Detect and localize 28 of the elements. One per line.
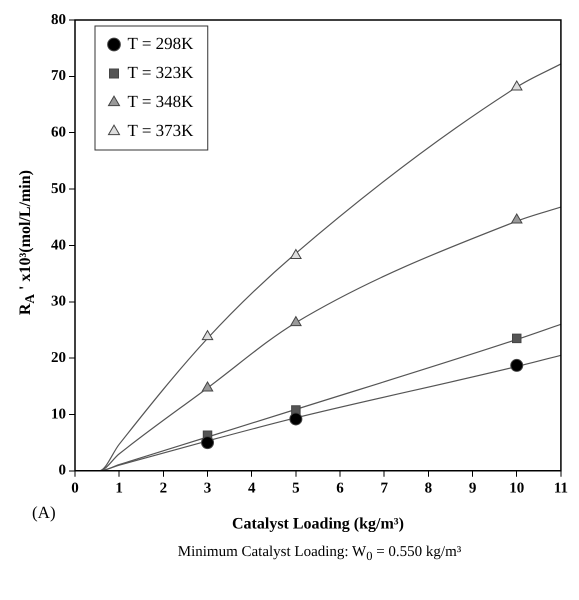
y-tick-label: 10 (51, 406, 66, 422)
y-tick-label: 70 (51, 68, 66, 84)
x-tick-label: 4 (248, 480, 256, 497)
x-tick-label: 1 (115, 480, 123, 497)
x-tick-label: 6 (336, 480, 344, 497)
x-tick-label: 9 (468, 480, 476, 497)
y-tick-label: 0 (58, 462, 66, 479)
legend-label: T = 298K (128, 34, 194, 53)
legend-label: T = 323K (128, 62, 194, 82)
y-tick-label: 40 (51, 237, 66, 254)
x-tick-label: 0 (71, 480, 79, 497)
x-tick-label: 10 (509, 480, 524, 497)
y-tick-label: 80 (51, 12, 66, 28)
x-axis-title: Catalyst Loading (kg/m³) (232, 516, 404, 533)
y-tick-label: 50 (51, 180, 66, 197)
x-tick-label: 7 (380, 480, 388, 497)
x-tick-label: 5 (292, 480, 300, 497)
y-tick-label: 30 (51, 294, 66, 310)
text: (A) (32, 503, 56, 523)
x-tick-label: 11 (554, 480, 568, 497)
y-tick-label: 20 (51, 350, 66, 366)
x-tick-label: 2 (160, 480, 168, 497)
legend-label: T = 348K (128, 92, 194, 111)
y-tick-label: 60 (51, 124, 66, 141)
text: Minimum Catalyst Loading: W$_{0}$ = 0.550 kg/m³ (176, 544, 462, 564)
x-tick-label: 3 (204, 480, 212, 497)
x-tick-label: 8 (424, 480, 432, 497)
legend-label: T = 373K (128, 120, 194, 140)
